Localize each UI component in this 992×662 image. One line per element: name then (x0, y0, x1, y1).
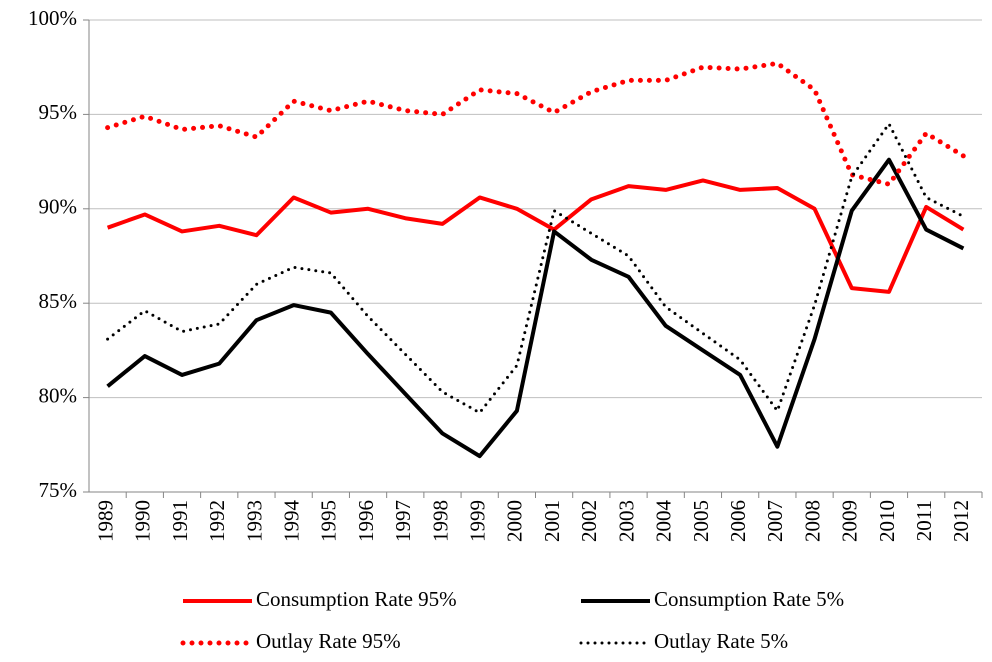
series-line (106, 178, 965, 294)
y-tick-label: 95% (39, 100, 78, 124)
x-tick-label: 1993 (242, 500, 266, 542)
x-tick-label: 1995 (317, 500, 341, 542)
x-tick-label: 2001 (540, 500, 564, 542)
y-tick-label: 85% (39, 289, 78, 313)
x-tick-label: 2011 (912, 500, 936, 541)
y-tick-label: 90% (39, 195, 78, 219)
x-tick-label: 2005 (689, 500, 713, 542)
legend-label: Consumption Rate 5% (654, 587, 844, 611)
x-tick-label: 1989 (93, 500, 117, 542)
x-tick-label: 1990 (131, 500, 155, 542)
legend-label: Outlay Rate 5% (654, 629, 788, 653)
y-tick-label: 100% (28, 6, 77, 30)
x-tick-label: 2004 (652, 500, 676, 543)
x-tick-label: 2008 (800, 500, 824, 542)
x-tick-label: 1996 (354, 500, 378, 542)
x-tick-label: 2010 (875, 500, 899, 542)
x-tick-label: 1997 (391, 500, 415, 542)
series-line (106, 157, 965, 459)
x-tick-label: 2000 (503, 500, 527, 542)
x-tick-label: 2003 (614, 500, 638, 542)
x-tick-label: 1999 (466, 500, 490, 542)
legend-label: Outlay Rate 95% (256, 629, 401, 653)
x-tick-label: 2009 (838, 500, 862, 542)
legend-label: Consumption Rate 95% (256, 587, 457, 611)
x-tick-label: 2007 (763, 500, 787, 542)
x-tick-label: 2002 (577, 500, 601, 542)
x-tick-label: 1991 (168, 500, 192, 542)
x-tick-label: 2012 (949, 500, 973, 542)
y-tick-label: 80% (39, 383, 78, 407)
x-tick-label: 1992 (205, 500, 229, 542)
x-tick-label: 2006 (726, 500, 750, 542)
y-tick-label: 75% (39, 478, 78, 502)
x-tick-label: 1998 (428, 500, 452, 542)
series-line (105, 60, 966, 187)
x-tick-label: 1994 (279, 500, 303, 543)
